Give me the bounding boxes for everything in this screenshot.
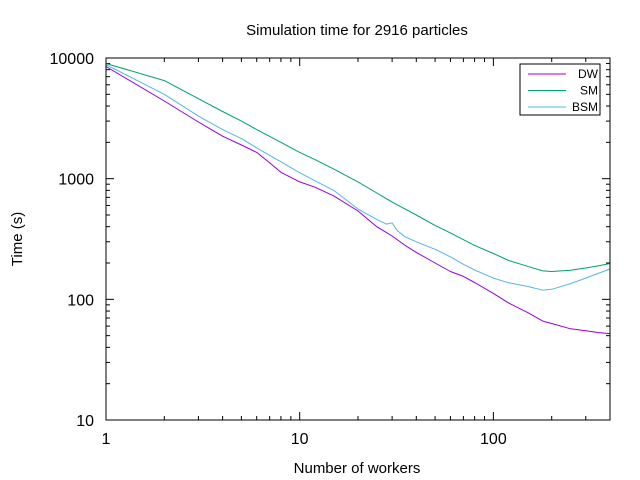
legend-label-bsm: BSM xyxy=(572,100,598,114)
series-line-dw xyxy=(105,66,611,335)
series-layer xyxy=(105,63,611,335)
x-tick-label: 1 xyxy=(102,431,111,448)
series-line-bsm xyxy=(105,64,611,291)
x-tick-label: 100 xyxy=(480,431,507,448)
x-tick-label: 10 xyxy=(291,431,309,448)
legend: DW SM BSM xyxy=(519,63,601,116)
x-axis-label: Number of workers xyxy=(294,460,421,477)
y-tick-label: 100 xyxy=(67,292,94,309)
y-tick-label: 10000 xyxy=(50,51,95,68)
plot-frame xyxy=(105,57,611,421)
legend-label-sm: SM xyxy=(580,84,598,98)
ticks: 1 10 100 10 100 1000 10000 xyxy=(50,51,611,448)
y-tick-label: 10 xyxy=(76,413,94,430)
y-axis-label: Time (s) xyxy=(9,212,26,266)
series-line-sm xyxy=(105,63,611,272)
chart-title: Simulation time for 2916 particles xyxy=(246,22,468,39)
y-tick-label: 1000 xyxy=(58,172,94,189)
legend-label-dw: DW xyxy=(578,67,599,81)
